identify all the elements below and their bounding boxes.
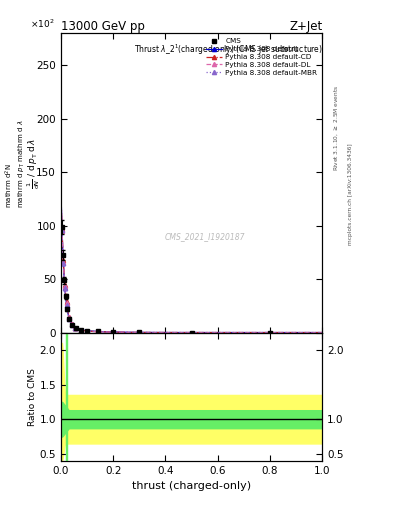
X-axis label: thrust (charged-only): thrust (charged-only) [132, 481, 251, 491]
Y-axis label: Ratio to CMS: Ratio to CMS [28, 368, 37, 425]
Text: Rivet 3.1.10, $\geq$ 2.5M events: Rivet 3.1.10, $\geq$ 2.5M events [332, 85, 340, 171]
Text: Thrust $\lambda\_2^1$(charged only) (CMS jet substructure): Thrust $\lambda\_2^1$(charged only) (CMS… [134, 42, 323, 57]
Text: mcplots.cern.ch [arXiv:1306.3436]: mcplots.cern.ch [arXiv:1306.3436] [348, 144, 353, 245]
Text: CMS_2021_I1920187: CMS_2021_I1920187 [164, 232, 245, 241]
Text: 13000 GeV pp: 13000 GeV pp [61, 20, 145, 33]
Text: mathrm d$^2$N
mathrm d $p_\mathrm{T}$ mathrm d $\lambda$: mathrm d$^2$N mathrm d $p_\mathrm{T}$ ma… [4, 119, 27, 208]
Text: $\frac{1}{\mathrm{d}N}$ / $\mathrm{d}\,p_{\mathrm{T}}\,\mathrm{d}\,\lambda$: $\frac{1}{\mathrm{d}N}$ / $\mathrm{d}\,p… [26, 139, 42, 189]
Text: Z+Jet: Z+Jet [289, 20, 322, 33]
Text: $\times 10^2$: $\times 10^2$ [29, 18, 54, 30]
Legend: CMS, Pythia 8.308 default, Pythia 8.308 default-CD, Pythia 8.308 default-DL, Pyt: CMS, Pythia 8.308 default, Pythia 8.308 … [205, 37, 319, 77]
